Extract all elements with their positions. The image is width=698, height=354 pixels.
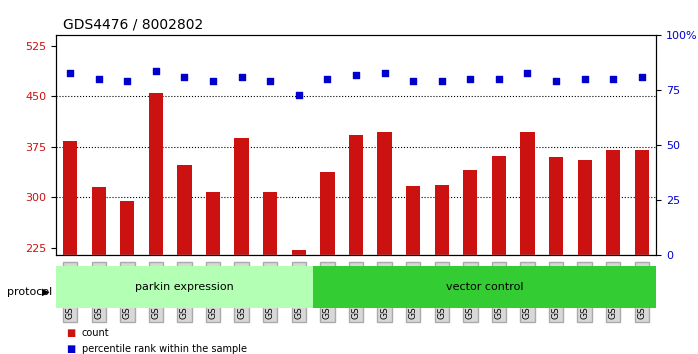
FancyBboxPatch shape — [56, 266, 313, 308]
Bar — [320, 172, 334, 255]
Bar — [263, 192, 277, 255]
Point — [293, 92, 304, 97]
Point — [236, 74, 247, 80]
Text: ■: ■ — [66, 344, 75, 354]
Text: percentile rank within the sample: percentile rank within the sample — [82, 344, 246, 354]
Bar — [63, 142, 77, 255]
Point — [265, 79, 276, 84]
Bar — [120, 201, 135, 255]
Bar — [177, 165, 192, 255]
Point — [121, 79, 133, 84]
Bar — [206, 192, 220, 255]
Point — [322, 76, 333, 82]
Bar — [634, 150, 649, 255]
Bar — [606, 150, 621, 255]
Point — [93, 76, 104, 82]
Bar — [235, 138, 248, 255]
Point — [350, 72, 362, 78]
Point — [579, 76, 591, 82]
Bar — [520, 132, 535, 255]
Point — [150, 68, 161, 73]
Point — [493, 76, 505, 82]
Bar — [378, 132, 392, 255]
Bar — [292, 250, 306, 255]
Point — [179, 74, 190, 80]
Text: ■: ■ — [66, 328, 75, 338]
FancyBboxPatch shape — [313, 266, 656, 308]
Point — [207, 79, 218, 84]
Bar — [149, 93, 163, 255]
Text: ▶: ▶ — [42, 287, 49, 297]
Bar — [91, 187, 106, 255]
Point — [608, 76, 619, 82]
Text: vector control: vector control — [446, 282, 524, 292]
Bar — [577, 160, 592, 255]
Point — [436, 79, 447, 84]
Point — [522, 70, 533, 75]
Bar — [463, 171, 477, 255]
Point — [64, 70, 75, 75]
Text: GDS4476 / 8002802: GDS4476 / 8002802 — [63, 18, 203, 32]
Point — [465, 76, 476, 82]
Text: parkin expression: parkin expression — [135, 282, 234, 292]
Text: count: count — [82, 328, 110, 338]
Point — [408, 79, 419, 84]
Bar — [406, 186, 420, 255]
Bar — [492, 156, 506, 255]
Bar — [435, 185, 449, 255]
Point — [637, 74, 648, 80]
Point — [379, 70, 390, 75]
Point — [551, 79, 562, 84]
Text: protocol: protocol — [7, 287, 52, 297]
Bar — [349, 135, 363, 255]
Bar — [549, 157, 563, 255]
